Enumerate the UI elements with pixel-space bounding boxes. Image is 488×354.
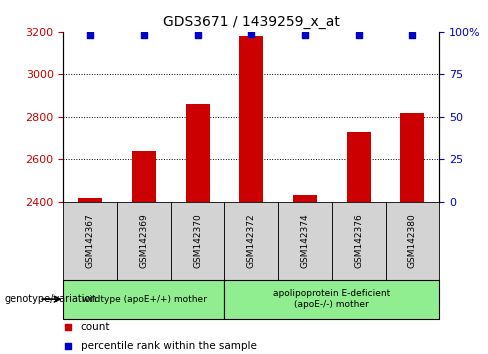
Bar <box>117 202 171 280</box>
Bar <box>346 132 371 202</box>
Bar <box>185 104 210 202</box>
Text: wildtype (apoE+/+) mother: wildtype (apoE+/+) mother <box>81 295 206 304</box>
Bar <box>171 202 224 280</box>
Bar <box>278 202 332 280</box>
Bar <box>63 202 117 280</box>
Bar <box>239 36 264 202</box>
Point <box>140 33 148 38</box>
Point <box>194 33 202 38</box>
Bar <box>400 113 425 202</box>
Point <box>355 33 363 38</box>
Bar <box>132 151 156 202</box>
Bar <box>63 280 224 319</box>
Text: GSM142374: GSM142374 <box>301 213 309 268</box>
Point <box>301 33 309 38</box>
Bar <box>224 202 278 280</box>
Point <box>64 343 72 349</box>
Text: GSM142372: GSM142372 <box>247 213 256 268</box>
Point <box>64 324 72 329</box>
Bar <box>224 280 439 319</box>
Text: GSM142369: GSM142369 <box>140 213 148 268</box>
Bar <box>386 202 439 280</box>
Bar <box>293 195 317 202</box>
Text: count: count <box>81 321 110 332</box>
Text: GSM142370: GSM142370 <box>193 213 202 268</box>
Bar <box>332 202 386 280</box>
Text: percentile rank within the sample: percentile rank within the sample <box>81 341 256 351</box>
Text: apolipoprotein E-deficient
(apoE-/-) mother: apolipoprotein E-deficient (apoE-/-) mot… <box>273 290 390 309</box>
Text: GSM142376: GSM142376 <box>354 213 363 268</box>
Text: GSM142367: GSM142367 <box>86 213 95 268</box>
Bar <box>78 198 102 202</box>
Point <box>86 33 94 38</box>
Text: GSM142380: GSM142380 <box>408 213 417 268</box>
Title: GDS3671 / 1439259_x_at: GDS3671 / 1439259_x_at <box>163 16 340 29</box>
Point <box>408 33 416 38</box>
Point <box>247 31 255 36</box>
Text: genotype/variation: genotype/variation <box>5 294 98 304</box>
